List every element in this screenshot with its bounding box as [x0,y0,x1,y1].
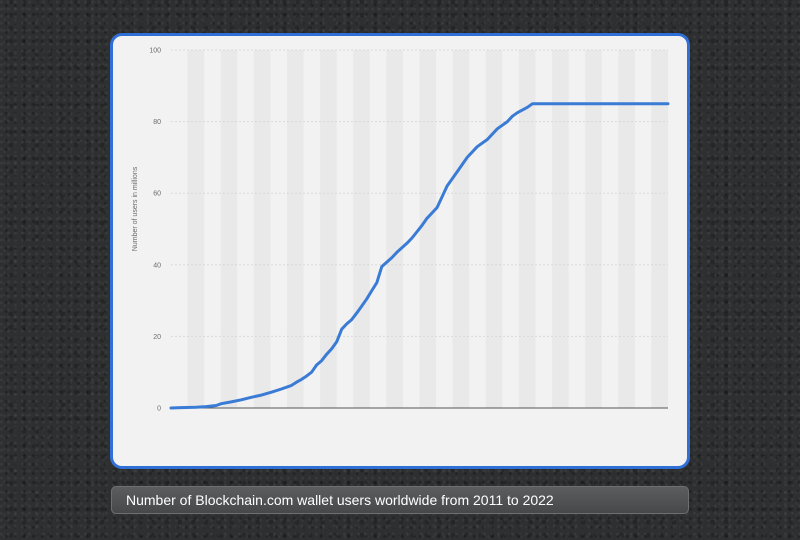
background-band [485,50,503,408]
background-band [585,50,602,408]
background-band [618,50,635,408]
y-axis-title: Number of users in millions [132,166,139,251]
line-chart: 0 20 40 60 80 100 Number of users in millions [132,48,670,413]
series-line [169,102,670,410]
y-tick-label: 100 [149,48,161,55]
y-tick-label: 0 [157,406,161,413]
background-band [452,50,470,408]
background-band [286,50,304,408]
y-tick-label: 60 [153,191,161,198]
chart-caption: Number of Blockchain.com wallet users wo… [111,486,689,514]
background-band [552,50,569,408]
background-band [518,50,536,408]
background-band [187,50,205,408]
background-band [320,50,337,408]
background-band [386,50,403,408]
background-band [253,50,271,408]
background-band [353,50,370,408]
background-band [220,50,238,408]
background-band [419,50,437,408]
background-band [651,50,668,408]
y-tick-label: 40 [153,262,161,269]
y-tick-label: 80 [153,119,161,126]
chart-card: 0 20 40 60 80 100 Number of users in millions [110,33,690,469]
y-tick-label: 20 [153,334,161,341]
